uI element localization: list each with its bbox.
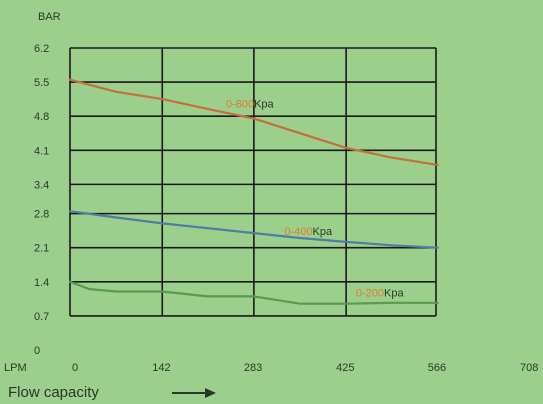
- series-line: [68, 210, 439, 249]
- x-tick-label: 142: [152, 362, 170, 374]
- x-unit-label: LPM: [4, 362, 27, 374]
- x-tick-label: 708: [520, 362, 538, 374]
- x-tick-label: 283: [244, 362, 262, 374]
- series-lines: [68, 78, 439, 305]
- y-tick-label: 3.4: [34, 179, 49, 191]
- series-labels: 0-800Kpa 0-400Kpa 0-200Kpa: [226, 98, 405, 299]
- x-axis-title: Flow capacity: [8, 384, 99, 401]
- y-tick-label: 5.5: [34, 77, 49, 89]
- y-tick-label: 2.8: [34, 209, 49, 221]
- grid: [69, 47, 437, 317]
- arrow-right-icon: [172, 388, 216, 398]
- series-label: 0-200Kpa: [356, 287, 405, 299]
- y-tick-label: 4.8: [34, 111, 49, 123]
- y-tick-label: 0.7: [34, 311, 49, 323]
- x-tick-label: 0: [72, 362, 78, 374]
- y-tick-labels: 0 0.7 1.4 2.1 2.8 3.4 4.1 4.8 5.5 6.2: [34, 43, 49, 357]
- x-tick-label: 566: [428, 362, 446, 374]
- series-line: [68, 78, 439, 166]
- x-tick-label: 425: [336, 362, 354, 374]
- y-tick-label: 1.4: [34, 277, 49, 289]
- y-tick-label: 4.1: [34, 145, 49, 157]
- y-tick-label: 2.1: [34, 243, 49, 255]
- y-tick-label: 0: [34, 345, 40, 357]
- x-tick-labels: 0 142 283 425 566 708: [72, 362, 538, 374]
- series-label: 0-800Kpa: [226, 98, 275, 110]
- series-line: [68, 280, 439, 305]
- y-unit-label: BAR: [38, 11, 61, 23]
- series-label: 0-400Kpa: [284, 226, 333, 238]
- y-tick-label: 6.2: [34, 43, 49, 55]
